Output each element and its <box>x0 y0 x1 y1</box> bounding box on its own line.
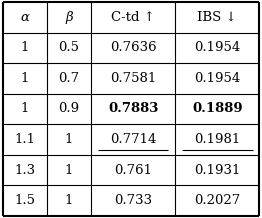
Text: 0.1931: 0.1931 <box>194 164 241 177</box>
Text: 1: 1 <box>20 102 29 116</box>
Text: 0.761: 0.761 <box>114 164 152 177</box>
Text: 0.7: 0.7 <box>58 72 79 85</box>
Text: 0.2027: 0.2027 <box>194 194 241 207</box>
Text: 1: 1 <box>20 41 29 54</box>
Text: α: α <box>20 11 29 24</box>
Text: 0.1981: 0.1981 <box>194 133 241 146</box>
Text: 0.1954: 0.1954 <box>194 41 241 54</box>
Text: 0.7636: 0.7636 <box>110 41 156 54</box>
Text: 0.7714: 0.7714 <box>110 133 156 146</box>
Text: 0.9: 0.9 <box>58 102 79 116</box>
Text: 1.1: 1.1 <box>14 133 35 146</box>
Text: 1: 1 <box>65 194 73 207</box>
Text: IBS ↓: IBS ↓ <box>198 11 237 24</box>
Text: 1.5: 1.5 <box>14 194 35 207</box>
Text: 1: 1 <box>65 133 73 146</box>
Text: 0.1889: 0.1889 <box>192 102 243 116</box>
Text: 0.7581: 0.7581 <box>110 72 156 85</box>
Text: 0.733: 0.733 <box>114 194 152 207</box>
Text: β: β <box>65 11 73 24</box>
Text: 0.7883: 0.7883 <box>108 102 158 116</box>
Text: 1: 1 <box>20 72 29 85</box>
Text: 0.1954: 0.1954 <box>194 72 241 85</box>
Text: 1.3: 1.3 <box>14 164 35 177</box>
Text: C-td ↑: C-td ↑ <box>111 11 155 24</box>
Text: 0.5: 0.5 <box>58 41 79 54</box>
Text: 1: 1 <box>65 164 73 177</box>
